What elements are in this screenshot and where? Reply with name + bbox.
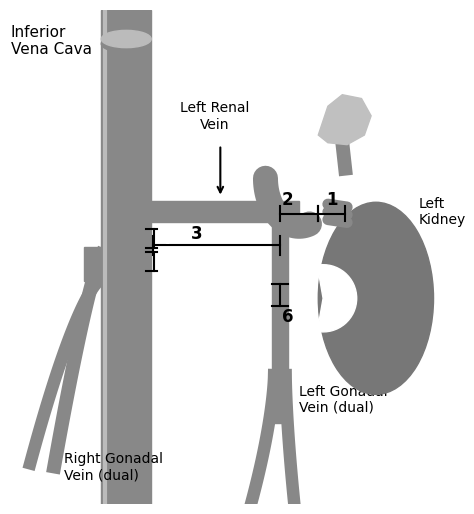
- Bar: [151, 201, 299, 223]
- Bar: [101, 10, 151, 504]
- Text: 2: 2: [282, 191, 293, 209]
- Ellipse shape: [101, 30, 151, 48]
- Bar: [84, 247, 101, 281]
- Text: 5: 5: [159, 253, 170, 271]
- Ellipse shape: [319, 203, 434, 394]
- Wedge shape: [317, 265, 357, 332]
- Text: 3: 3: [191, 225, 202, 243]
- Text: Left Gonadal
Vein (dual): Left Gonadal Vein (dual): [299, 384, 388, 415]
- Text: Left
Kidney: Left Kidney: [419, 197, 466, 227]
- Text: Left Renal
Vein: Left Renal Vein: [180, 101, 249, 132]
- Text: 6: 6: [282, 308, 293, 326]
- Text: 1: 1: [326, 191, 337, 209]
- Bar: [272, 223, 288, 423]
- Text: Inferior
Vena Cava: Inferior Vena Cava: [11, 25, 92, 57]
- Ellipse shape: [101, 35, 151, 52]
- Text: Right Gonadal
Vein (dual): Right Gonadal Vein (dual): [64, 452, 163, 482]
- Text: 4: 4: [159, 230, 171, 248]
- Polygon shape: [319, 95, 371, 144]
